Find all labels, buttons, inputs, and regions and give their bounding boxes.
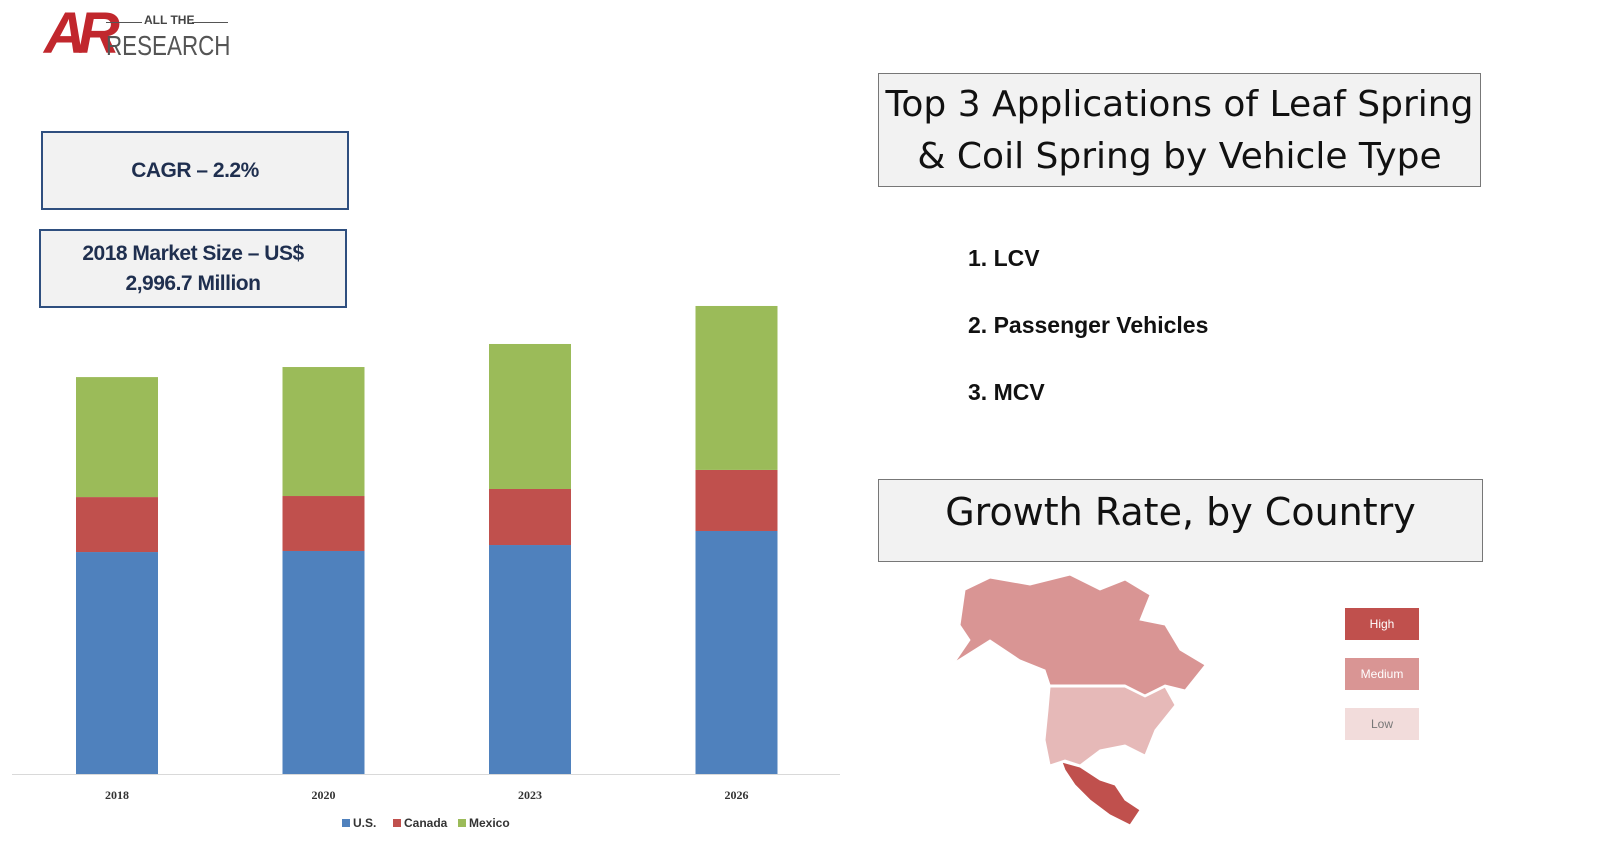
legend-label: U.S. [353,816,376,830]
bar-mexico-2020 [282,367,365,497]
legend-swatch [393,819,401,827]
applications-title-line1: Top 3 Applications of Leaf Spring [885,84,1474,125]
applications-title-box: Top 3 Applications of Leaf Spring & Coil… [878,73,1481,187]
legend-medium: Medium [1345,658,1419,690]
legend-high: High [1345,608,1419,640]
growth-title: Growth Rate, by Country [945,490,1416,534]
bar-us-2018 [76,552,158,774]
x-tick-label: 2026 [725,788,749,802]
bar-us-2026 [695,530,778,774]
market-size-line1: 2018 Market Size – US$ [82,241,304,265]
growth-title-box: Growth Rate, by Country [878,479,1483,562]
bar-canada-2026 [695,469,778,531]
bar-mexico-2026 [695,305,778,470]
market-size-box: 2018 Market Size – US$ 2,996.7 Million [39,229,347,308]
cagr-box: CAGR – 2.2% [41,131,349,210]
bar-mexico-2023 [489,343,571,490]
logo-top: ALL THE [144,13,195,27]
application-item: 3. MCV [968,379,1045,405]
bar-canada-2020 [282,496,365,551]
cagr-text: CAGR – 2.2% [131,158,259,182]
logo-bottom: RESEARCH [106,30,231,61]
application-item: 2. Passenger Vehicles [968,312,1209,338]
bar-us-2023 [489,545,571,774]
applications-title-line2: & Coil Spring by Vehicle Type [917,136,1442,177]
logo: AR ALL THE RESEARCH [44,1,244,76]
map-mexico [1061,761,1141,826]
legend-low: Low [1345,708,1419,740]
map-usa [1044,686,1176,766]
north-america-map [954,574,1206,826]
bar-mexico-2018 [76,377,158,498]
stacked-bar-chart: 2018 2020 2023 2026 U.S. Canada Mexico [12,305,840,830]
bar-canada-2023 [489,489,571,546]
logo-mark: AR [44,1,120,66]
market-size-line2: 2,996.7 Million [125,271,261,295]
legend-swatch [458,819,466,827]
x-tick-label: 2020 [312,788,336,802]
bar-canada-2018 [76,497,158,553]
map-canada [954,574,1206,696]
bar-us-2020 [282,550,365,774]
legend-label: Canada [404,816,448,830]
x-tick-label: 2018 [105,788,129,802]
x-tick-label: 2023 [518,788,542,802]
legend-label: Mexico [469,816,510,830]
application-item: 1. LCV [968,245,1040,271]
legend-swatch [342,819,350,827]
